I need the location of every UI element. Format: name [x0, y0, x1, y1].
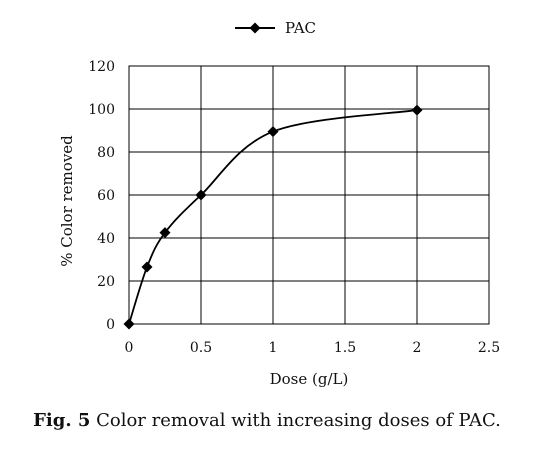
figure-caption: Fig. 5 Color removal with increasing dos… — [0, 410, 534, 431]
x-tick-labels: 0 0.5 1 1.5 2 2.5 — [125, 340, 501, 356]
y-tick-label: 20 — [97, 274, 115, 290]
series-layer — [123, 104, 423, 330]
y-tick-label: 100 — [88, 102, 115, 118]
y-tick-label: 0 — [106, 317, 115, 333]
data-point-pac — [267, 126, 279, 138]
x-tick-label: 1 — [269, 340, 278, 356]
data-point-pac — [195, 189, 207, 201]
y-tick-label: 60 — [97, 188, 115, 204]
y-tick-label: 120 — [88, 59, 115, 75]
y-tick-labels: 0 20 40 60 80 100 120 — [88, 59, 115, 333]
plot-area — [128, 65, 490, 325]
y-axis-label: % Color removed — [58, 135, 76, 267]
data-point-pac — [123, 318, 135, 330]
y-tick-label: 40 — [97, 231, 115, 247]
legend: PAC — [235, 19, 316, 37]
x-axis-label: Dose (g/L) — [270, 370, 349, 388]
legend-label-pac: PAC — [285, 19, 316, 37]
legend-marker — [249, 22, 261, 34]
x-tick-label: 1.5 — [334, 340, 356, 356]
y-tick-label: 80 — [97, 145, 115, 161]
x-tick-label: 0.5 — [190, 340, 212, 356]
data-point-pac — [141, 261, 153, 273]
data-point-pac — [411, 104, 423, 116]
x-tick-label: 2.5 — [478, 340, 500, 356]
x-tick-label: 0 — [125, 340, 134, 356]
figure-caption-label: Fig. 5 — [33, 410, 91, 431]
figure-caption-text: Color removal with increasing doses of P… — [90, 410, 501, 431]
grid — [128, 65, 490, 325]
x-tick-label: 2 — [413, 340, 422, 356]
data-point-pac — [159, 227, 171, 239]
